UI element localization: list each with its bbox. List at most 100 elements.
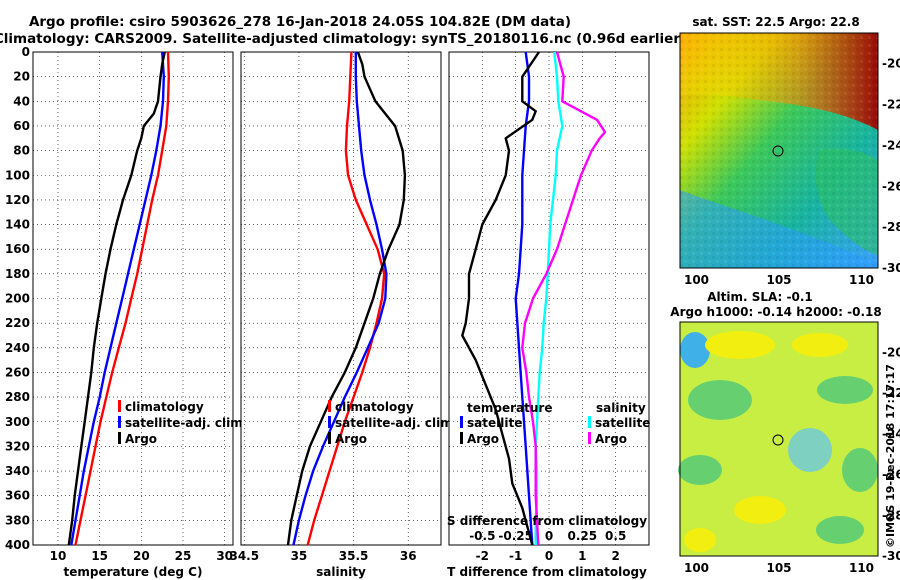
legend-label-argo: Argo — [335, 432, 367, 446]
x-tick-label: 15 — [91, 549, 108, 563]
x-tick-label: 0 — [545, 549, 553, 563]
legend-swatch-t-satellite — [460, 416, 463, 428]
x-tick-label: 25 — [175, 549, 192, 563]
map-y-tick-label: -26 — [882, 468, 900, 482]
sla-blob — [734, 496, 786, 524]
x-tick-label: 34.5 — [229, 549, 259, 563]
y-tick-label: 80 — [13, 144, 30, 158]
x-tick-label: 30 — [216, 549, 233, 563]
map-x-tick-label: 110 — [849, 273, 874, 287]
y-tick-label: 280 — [5, 390, 30, 404]
series-line-argo — [286, 51, 407, 546]
x-tick-label: 20 — [133, 549, 150, 563]
difference-panel: -2 -1 0 1 2 -0.5 -0.25 0 0.25 0.5 T difference fr… — [447, 51, 650, 579]
y-tick-label: 20 — [13, 70, 30, 84]
sst-texture — [680, 33, 878, 268]
legend-label-t-satellite: satellite — [467, 416, 522, 430]
sla-blob — [842, 448, 878, 492]
x-tick-label: 1 — [578, 549, 586, 563]
sla-map-panel: Altim. SLA: -0.1 Argo h1000: -0.14 h2000… — [670, 290, 900, 575]
map-x-tick-label: 100 — [684, 273, 709, 287]
map-y-tick-label: -28 — [882, 508, 900, 522]
legend-label-s-argo: Argo — [595, 432, 627, 446]
x2-tick-label: 0.5 — [605, 529, 626, 543]
legend-swatch-argo — [118, 432, 121, 444]
y-tick-label: 360 — [5, 489, 30, 503]
y-tick-label: 60 — [13, 119, 30, 133]
series-line-satellite-adj-clim- — [70, 51, 166, 546]
map-y-tick-label: -28 — [882, 220, 900, 234]
salinity-panel: 34.5 35 35.5 36 salinity climatology satell… — [229, 51, 457, 579]
legend-swatch-t-argo — [460, 432, 463, 444]
series-line-argo — [67, 51, 166, 546]
y-tick-label: 320 — [5, 439, 30, 453]
map-y-tick-label: -24 — [882, 427, 900, 441]
legend-label-climatology: climatology — [125, 400, 204, 414]
legend-label-argo: Argo — [125, 432, 157, 446]
y-tick-label: 200 — [5, 292, 30, 306]
legend-swatch-satellite — [328, 416, 331, 428]
map-x-tick-label: 105 — [766, 273, 791, 287]
series-line-climatology — [306, 51, 386, 546]
map-x-tick-label: 105 — [766, 561, 791, 575]
temperature-panel: 0 20 40 60 80 100 120 140 160 180 200 220 240 260 280 3… — [5, 45, 247, 579]
y-tick-label: 300 — [5, 415, 30, 429]
sst-map-panel: sat. SST: 22.5 Argo: 22.8 100 105 110 -20 -2… — [679, 15, 900, 287]
x2-tick-label: 0.25 — [568, 529, 598, 543]
difference-x2-label: S difference from climatology — [447, 514, 647, 528]
map-y-tick-label: -26 — [882, 179, 900, 193]
y-tick-label: 180 — [5, 267, 30, 281]
legend-swatch-s-satellite — [588, 416, 591, 428]
series-line-t-satellite — [514, 51, 534, 546]
y-tick-label: 100 — [5, 168, 30, 182]
sst-argo-marker — [772, 145, 784, 157]
temperature-x-label: temperature (deg C) — [64, 565, 203, 579]
x2-tick-label: -0.5 — [469, 529, 495, 543]
series-line-climatology — [74, 51, 171, 546]
sla-map-frame — [679, 321, 879, 557]
legend-swatch-climatology — [328, 400, 331, 412]
y-tick-label: 260 — [5, 365, 30, 379]
series-line-s-argo — [521, 51, 607, 546]
sla-blob — [816, 516, 864, 544]
legend-swatch-climatology — [118, 400, 121, 412]
sla-blob — [788, 428, 832, 472]
map-x-tick-label: 110 — [849, 561, 874, 575]
legend-label-climatology: climatology — [335, 400, 414, 414]
difference-x-label: T difference from climatology — [447, 565, 647, 579]
y-tick-label: 220 — [5, 316, 30, 330]
x-tick-label: 36 — [400, 549, 417, 563]
sla-map-title-2: Argo h1000: -0.14 h2000: -0.18 — [670, 305, 881, 319]
map-y-tick-label: -24 — [882, 138, 900, 152]
x2-tick-label: 0 — [545, 529, 553, 543]
sla-blob — [680, 332, 710, 368]
map-y-tick-label: -22 — [882, 98, 900, 112]
sla-blob — [678, 455, 722, 485]
y-tick-label: 0 — [22, 45, 30, 59]
salinity-legend: climatology satellite-adj. clim. Argo — [328, 400, 457, 446]
y-tick-label: 40 — [13, 94, 30, 108]
legend-heading-salinity: salinity — [596, 401, 646, 415]
sla-blob — [684, 528, 716, 552]
legend-label-satellite: satellite-adj. clim. — [335, 416, 457, 430]
map-y-tick-label: -22 — [882, 386, 900, 400]
x2-tick-label: -0.25 — [498, 529, 533, 543]
y-tick-label: 240 — [5, 341, 30, 355]
title-line-1: Argo profile: csiro 5903626_278 16-Jan-2… — [29, 14, 571, 30]
sst-map-frame — [679, 32, 879, 269]
legend-heading-temperature: temperature — [467, 401, 552, 415]
x-tick-label: 10 — [50, 549, 67, 563]
legend-swatch-satellite — [118, 416, 121, 428]
salinity-diff-legend: salinity satellite Argo — [588, 401, 650, 446]
map-y-tick-label: -20 — [882, 57, 900, 71]
y-tick-label: 140 — [5, 218, 30, 232]
sst-map-title: sat. SST: 22.5 Argo: 22.8 — [692, 15, 859, 29]
series-line-satellite-adj-clim- — [292, 52, 388, 546]
imos-watermark: ©IMOS 19-Dec-2018 17:17:17 — [884, 364, 897, 548]
legend-label-s-satellite: satellite — [595, 416, 650, 430]
y-tick-label: 380 — [5, 513, 30, 527]
sla-blob — [792, 333, 848, 357]
sla-blob — [688, 380, 752, 420]
map-y-tick-label: -30 — [882, 261, 900, 275]
